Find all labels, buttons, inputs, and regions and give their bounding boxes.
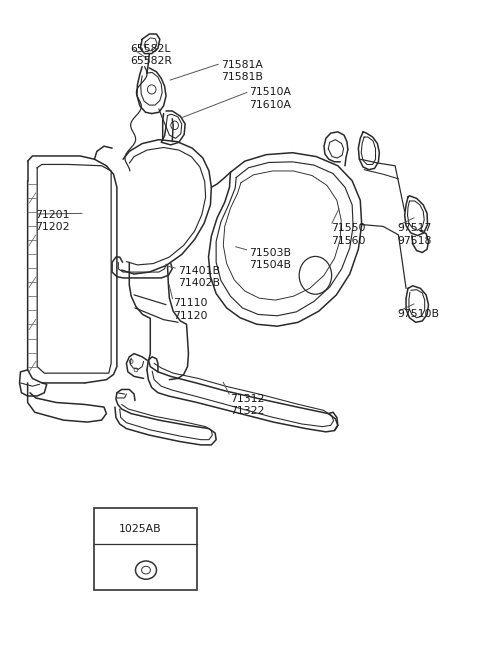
- Text: 71312
71322: 71312 71322: [230, 394, 265, 417]
- Text: 71581A
71581B: 71581A 71581B: [221, 60, 263, 83]
- Text: 71510A
71610A: 71510A 71610A: [250, 88, 291, 110]
- Text: 97517
97518: 97517 97518: [397, 223, 432, 246]
- Text: 71110
71120: 71110 71120: [173, 298, 208, 320]
- Text: 71550
71560: 71550 71560: [331, 223, 365, 246]
- Text: 1025AB: 1025AB: [118, 525, 161, 534]
- Text: 71401B
71402B: 71401B 71402B: [178, 265, 220, 288]
- Text: 71503B
71504B: 71503B 71504B: [250, 248, 291, 271]
- Bar: [95, 508, 197, 590]
- Text: 97510B: 97510B: [397, 309, 440, 319]
- Text: 65582L
65582R: 65582L 65582R: [130, 44, 172, 66]
- Text: 71201
71202: 71201 71202: [35, 210, 69, 233]
